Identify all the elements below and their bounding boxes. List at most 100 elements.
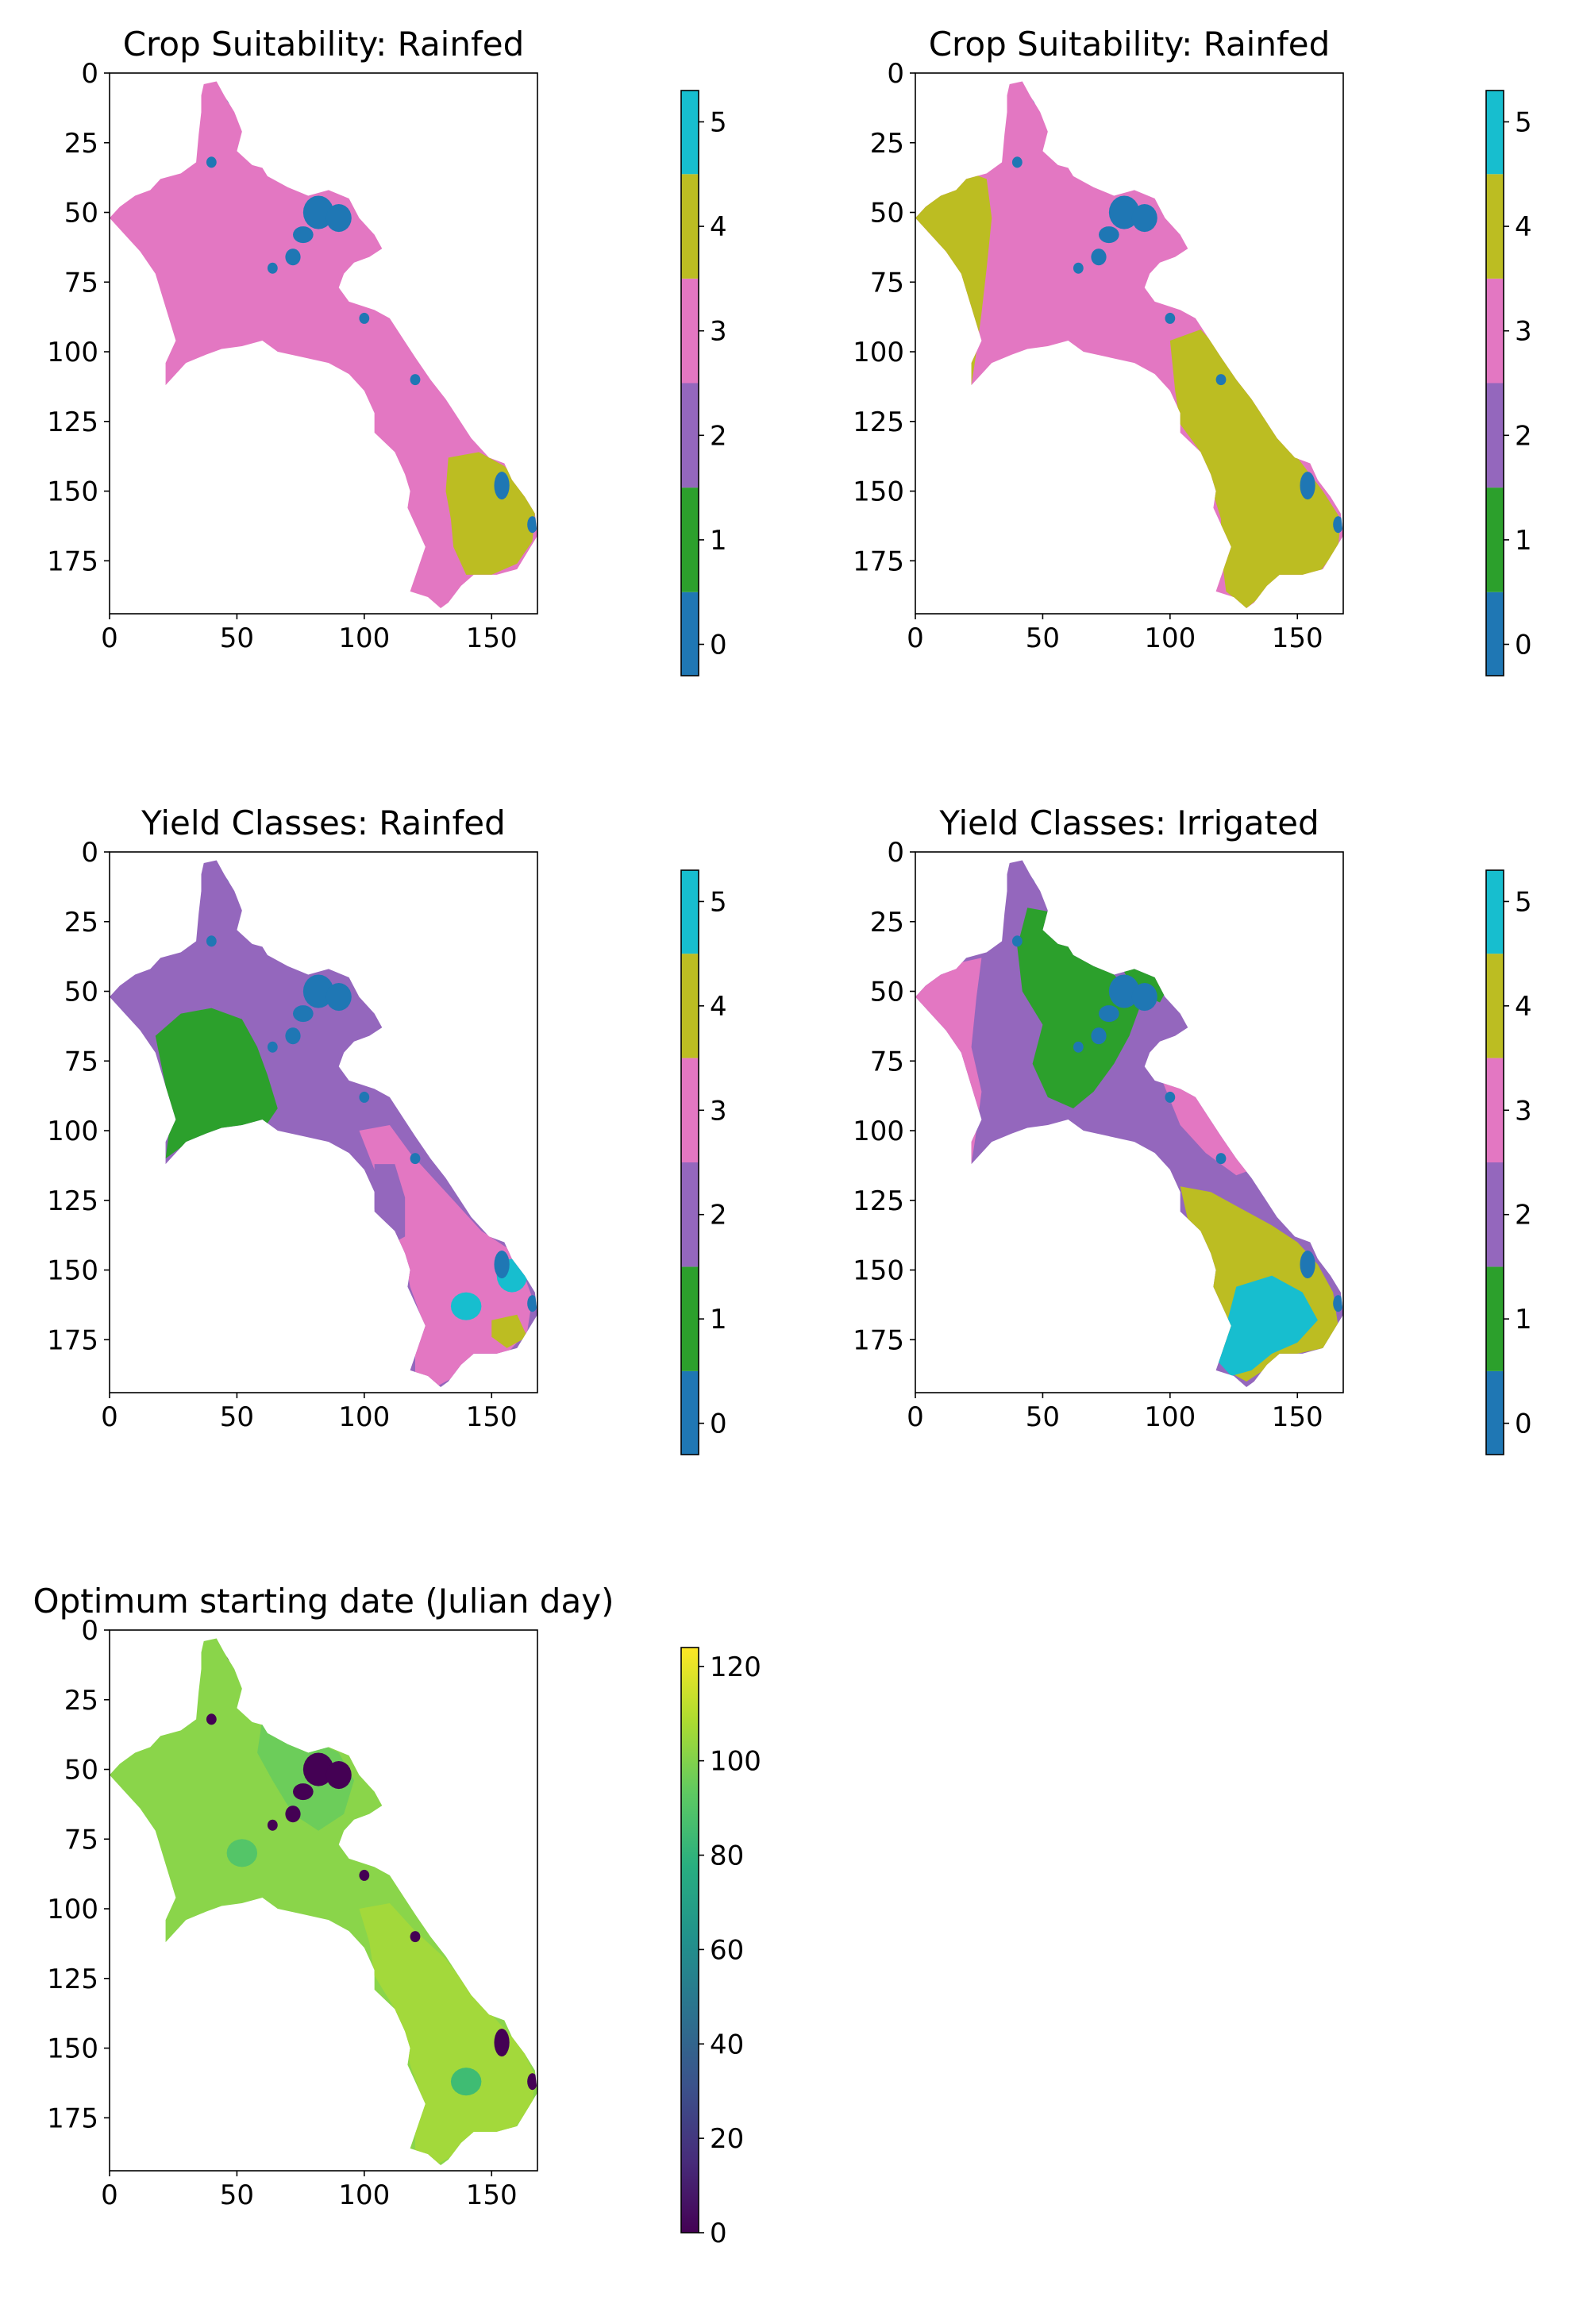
map-class-region	[494, 2028, 510, 2057]
colorbar-tick-label: 5	[1515, 886, 1532, 918]
colorbar-tick-label: 1	[710, 525, 727, 557]
map-class-region	[1011, 156, 1023, 168]
map-class-region	[450, 1292, 482, 1320]
map-class-region	[1160, 1074, 1252, 1176]
map-class-region	[527, 516, 537, 534]
colorbar-segment	[1486, 1058, 1504, 1162]
map-class-region	[293, 1783, 314, 1801]
map-class-region	[206, 935, 217, 947]
y-tick-label: 100	[853, 337, 904, 368]
map-class-region	[206, 156, 217, 168]
chart-title: Optimum starting date (Julian day)	[33, 1582, 614, 1621]
y-tick-label: 175	[47, 1324, 98, 1356]
map-class-region	[1215, 1275, 1318, 1376]
map-region	[110, 1638, 537, 2165]
map-class-region	[285, 1806, 301, 1823]
map-class-region	[226, 1647, 248, 1664]
map-class-region	[226, 90, 248, 107]
map-class-region	[1300, 1250, 1315, 1279]
map-classes	[206, 90, 537, 575]
y-tick-label: 150	[853, 1255, 904, 1287]
colorbar-segment	[1486, 1370, 1504, 1455]
axes-frame	[109, 72, 538, 615]
map-class-region	[1099, 226, 1119, 244]
colorbar-tick-label: 1	[1515, 525, 1532, 557]
map-class-region	[1099, 1005, 1119, 1023]
y-tick-label: 25	[64, 907, 98, 938]
x-tick-label: 100	[1144, 1401, 1196, 1433]
colorbar-segment	[1486, 954, 1504, 1058]
y-tick-label: 25	[64, 1685, 98, 1717]
map-region	[110, 81, 537, 608]
chart-title: Yield Classes: Rainfed	[141, 804, 506, 842]
colorbar-segment	[1486, 488, 1504, 592]
colorbar-segment	[681, 954, 699, 1058]
map-class-region	[494, 1250, 510, 1279]
y-tick-label: 125	[853, 1185, 904, 1217]
map-class-region	[359, 1903, 535, 2165]
map-class-region	[1300, 471, 1315, 500]
colorbar-tick-label: 80	[710, 1840, 744, 1872]
x-tick-label: 0	[907, 1401, 924, 1433]
x-tick-label: 50	[1026, 1401, 1060, 1433]
colorbar-segment	[1486, 870, 1504, 954]
colorbar-tick-label: 0	[710, 1409, 727, 1440]
y-tick-label: 150	[853, 476, 904, 508]
map-class-region	[1131, 203, 1157, 233]
map-class-region	[450, 2068, 482, 2096]
y-tick-label: 150	[47, 1255, 98, 1287]
x-tick-label: 100	[338, 2179, 390, 2211]
map-class-region	[325, 1760, 352, 1790]
colorbar: 0 1 2 3 4 5	[1485, 90, 1532, 676]
y-tick-label: 175	[853, 545, 904, 577]
colorbar-tick-label: 5	[710, 106, 727, 138]
x-tick-label: 0	[101, 2179, 118, 2211]
y-tick-label: 100	[853, 1116, 904, 1147]
map-class-region	[267, 1041, 278, 1053]
colorbar-segment	[681, 1370, 699, 1455]
y-tick-label: 50	[64, 1755, 98, 1786]
map-class-region	[494, 471, 510, 500]
map-class-region	[206, 1713, 217, 1725]
map-class-region	[410, 1931, 421, 1943]
colorbar-tick-label: 60	[710, 1934, 744, 1966]
colorbar-tick-label: 2	[1515, 420, 1532, 452]
colorbar-segment	[1486, 278, 1504, 383]
colorbar: 0 1 2 3 4 5	[680, 90, 727, 676]
map-class-region	[226, 1839, 258, 1867]
map-class-region	[1108, 195, 1140, 229]
map-class-region	[1108, 974, 1140, 1008]
map-class-region	[1333, 1295, 1343, 1312]
y-tick-label: 75	[64, 1046, 98, 1077]
map-region	[915, 860, 1343, 1387]
y-tick-label: 100	[47, 1116, 98, 1147]
y-tick-label: 50	[870, 977, 904, 1008]
map-class-region	[915, 958, 982, 1165]
colorbar-tick-label: 4	[1515, 991, 1532, 1023]
x-tick-label: 50	[1026, 622, 1060, 654]
map-class-region	[1011, 935, 1023, 947]
y-tick-label: 75	[64, 267, 98, 299]
colorbar-segment	[681, 870, 699, 954]
colorbar-tick-label: 120	[710, 1651, 761, 1683]
colorbar-frame	[680, 869, 699, 1455]
colorbar-segment	[1486, 174, 1504, 279]
y-tick-label: 100	[47, 337, 98, 368]
map-class-region	[374, 1164, 406, 1243]
map-region	[915, 81, 1343, 608]
colorbar-segment	[1486, 592, 1504, 676]
axes-frame	[915, 72, 1344, 615]
y-tick-label: 0	[81, 58, 98, 90]
colorbar-segment	[681, 592, 699, 676]
map-class-region	[1165, 312, 1176, 324]
colorbar-segment	[681, 174, 699, 279]
colorbar-segment	[1486, 1162, 1504, 1267]
axes-frame	[109, 851, 538, 1393]
y-tick-label: 175	[47, 2102, 98, 2134]
map-class-region	[1091, 1027, 1107, 1045]
map-classes	[206, 1647, 537, 2165]
y-tick-label: 125	[47, 1964, 98, 1995]
y-tick-label: 75	[870, 1046, 904, 1077]
map-class-region	[491, 1314, 528, 1348]
